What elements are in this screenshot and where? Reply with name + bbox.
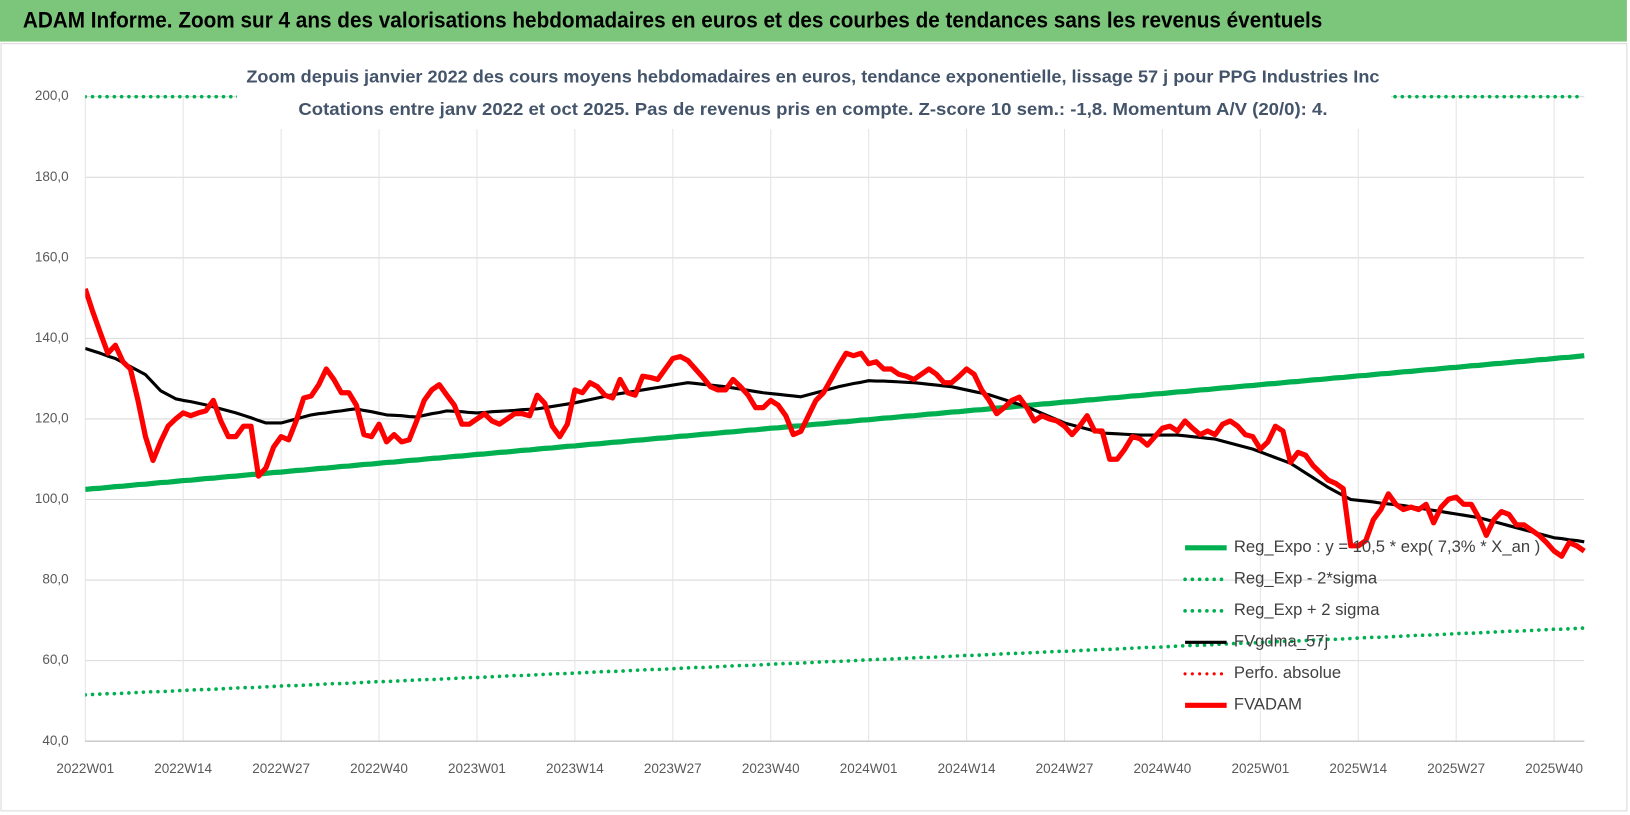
legend-label: FVADAM [1234, 695, 1302, 714]
x-tick-label: 2023W27 [644, 761, 702, 776]
y-tick-label: 160,0 [35, 249, 69, 264]
x-tick-label: 2022W01 [56, 761, 114, 776]
chart-title: Zoom depuis janvier 2022 des cours moyen… [246, 67, 1379, 87]
y-tick-label: 100,0 [35, 491, 69, 506]
x-tick-label: 2022W14 [154, 761, 212, 776]
y-tick-label: 80,0 [42, 572, 68, 587]
x-tick-label: 2025W27 [1427, 761, 1485, 776]
x-tick-label: 2025W40 [1525, 761, 1583, 776]
series-line [85, 288, 1586, 559]
x-tick-label: 2023W40 [742, 761, 800, 776]
y-tick-label: 120,0 [35, 410, 69, 425]
chart-frame [0, 43, 1628, 812]
y-tick-label: 60,0 [42, 652, 68, 667]
x-tick-label: 2024W27 [1036, 761, 1094, 776]
chart-subtitle: Cotations entre janv 2022 et oct 2025. P… [298, 99, 1327, 119]
legend-label: Reg_Exp - 2*sigma [1234, 569, 1378, 588]
x-tick-label: 2024W40 [1134, 761, 1192, 776]
y-tick-label: 200,0 [35, 88, 69, 103]
x-tick-label: 2025W01 [1231, 761, 1289, 776]
series-line [85, 353, 1585, 493]
legend-label: FVgdma_57j [1234, 632, 1328, 651]
legend-label: Reg_Exp + 2 sigma [1234, 600, 1380, 619]
header-title: ADAM Informe. Zoom sur 4 ans des valoris… [23, 8, 1322, 33]
x-tick-label: 2024W01 [840, 761, 898, 776]
y-tick-label: 140,0 [35, 330, 69, 345]
subtitle-box [237, 60, 1391, 129]
x-tick-label: 2022W27 [252, 761, 310, 776]
legend-label: Reg_Expo : y = 10,5 * exp( 7,3% * X_an ) [1234, 537, 1540, 556]
x-tick-label: 2025W14 [1329, 761, 1387, 776]
series-line [85, 346, 1585, 544]
legend-label: Perfo. absolue [1234, 663, 1341, 682]
header-banner [0, 0, 1627, 42]
x-tick-label: 2024W14 [938, 761, 996, 776]
y-tick-label: 180,0 [35, 169, 69, 184]
legend: Reg_Expo : y = 10,5 * exp( 7,3% * X_an )… [1183, 537, 1540, 714]
x-tick-label: 2023W14 [546, 761, 604, 776]
x-tick-label: 2022W40 [350, 761, 408, 776]
x-tick-label: 2023W01 [448, 761, 506, 776]
series-line [85, 626, 1587, 697]
y-tick-label: 40,0 [42, 733, 68, 748]
